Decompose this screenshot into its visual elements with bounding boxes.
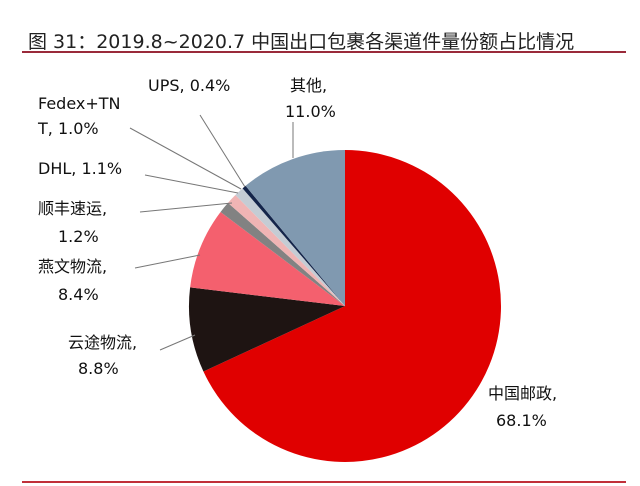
leader-line-sf [139, 202, 233, 213]
leader-line-fedex [129, 127, 242, 190]
pie-slice-1 [189, 287, 345, 372]
pie-slice-6 [242, 185, 345, 306]
label-fedex-name: Fedex+TN [38, 94, 121, 113]
leader-line-yt [159, 334, 196, 351]
label-yw-value: 8.4% [58, 285, 99, 304]
leader-lines [129, 114, 294, 351]
bottom-rule [22, 481, 626, 483]
label-qt-value: 11.0% [285, 102, 336, 121]
chart-title: 图 31：2019.8~2020.7 中国出口包裹各渠道件量份额占比情况 [28, 31, 575, 53]
label-ups: UPS, 0.4% [148, 76, 230, 95]
label-qt-name: 其他, [290, 76, 327, 95]
pie-slice-2 [190, 211, 345, 306]
label-fedex-value: T, 1.0% [37, 119, 99, 138]
label-zgyz-value: 68.1% [496, 411, 547, 430]
leader-line-yw [134, 254, 201, 269]
label-yt-value: 8.8% [78, 359, 119, 378]
label-sf-value: 1.2% [58, 227, 99, 246]
label-zgyz-name: 中国邮政, [488, 384, 557, 403]
pie-slice-4 [227, 195, 345, 306]
title-underline [22, 51, 626, 53]
pie-slice-7 [245, 150, 345, 306]
pie-slice-5 [235, 188, 345, 306]
label-yw-name: 燕文物流, [38, 257, 107, 276]
label-yt-name: 云途物流, [68, 333, 137, 352]
label-sf-name: 顺丰速运, [38, 199, 107, 218]
pie-slice-3 [220, 202, 345, 306]
label-dhl: DHL, 1.1% [38, 159, 122, 178]
pie-slice-0 [203, 150, 502, 462]
leader-line-dhl [144, 174, 239, 194]
leader-line-ups [199, 114, 246, 188]
